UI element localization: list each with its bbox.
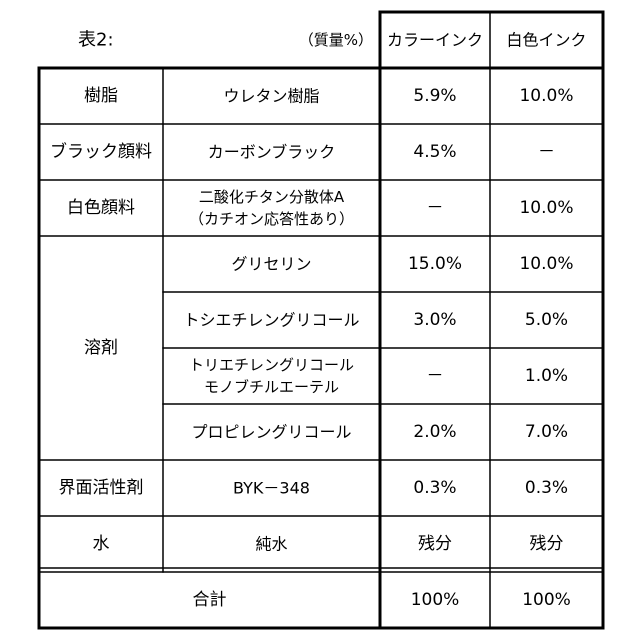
total-white-ink: 100% [522,590,571,610]
component-cell: トシエチレングリコール [183,311,359,330]
component-cell: 純水 [255,535,287,554]
component-cell: カーボンブラック [208,143,336,162]
component-cell: グリセリン [231,255,311,274]
component-cell-line1: 二酸化チタン分散体A [199,188,345,206]
white-ink-value: 5.0% [525,310,568,330]
category-cell: 白色顔料 [67,198,135,218]
category-cell: 樹脂 [84,86,118,106]
color-ink-value: 3.0% [413,310,456,330]
unit-label: （質量%） [299,31,373,49]
header-white-ink: 白色インク [506,31,586,50]
white-ink-value: 10.0% [519,198,573,218]
category-cell: 界面活性剤 [59,478,144,498]
total-label: 合計 [193,590,227,610]
component-cell: ウレタン樹脂 [223,87,319,106]
component-cell-line2: モノブチルエーテル [204,378,339,396]
total-color-ink: 100% [411,590,460,610]
color-ink-value: 2.0% [413,422,456,442]
color-ink-value: 15.0% [408,254,462,274]
white-ink-value: － [538,142,555,162]
white-ink-value: 残分 [530,534,564,554]
white-ink-value: 10.0% [519,86,573,106]
white-ink-value: 0.3% [525,478,568,498]
component-cell-line2: （カチオン応答性あり） [189,210,354,228]
table-title: 表2: [78,30,114,51]
header-color-ink: カラーインク [387,31,483,50]
table-text: 表2: （質量%） カラーインク 白色インク樹脂 ウレタン樹脂 5.9% 10.0% ブラック… [50,30,587,611]
color-ink-value: 4.5% [413,142,456,162]
color-ink-value: 残分 [418,534,452,554]
color-ink-value: － [427,366,444,386]
white-ink-value: 7.0% [525,422,568,442]
color-ink-value: 5.9% [413,86,456,106]
white-ink-value: 10.0% [519,254,573,274]
component-cell: BYK－348 [233,479,310,498]
component-cell-line1: トリエチレングリコール [189,356,354,374]
category-cell: 水 [93,534,110,554]
category-cell: ブラック顔料 [50,141,152,162]
category-cell: 溶剤 [84,338,118,358]
color-ink-value: 0.3% [413,478,456,498]
white-ink-value: 1.0% [525,366,568,386]
color-ink-value: － [427,198,444,218]
component-cell: プロピレングリコール [191,423,351,442]
